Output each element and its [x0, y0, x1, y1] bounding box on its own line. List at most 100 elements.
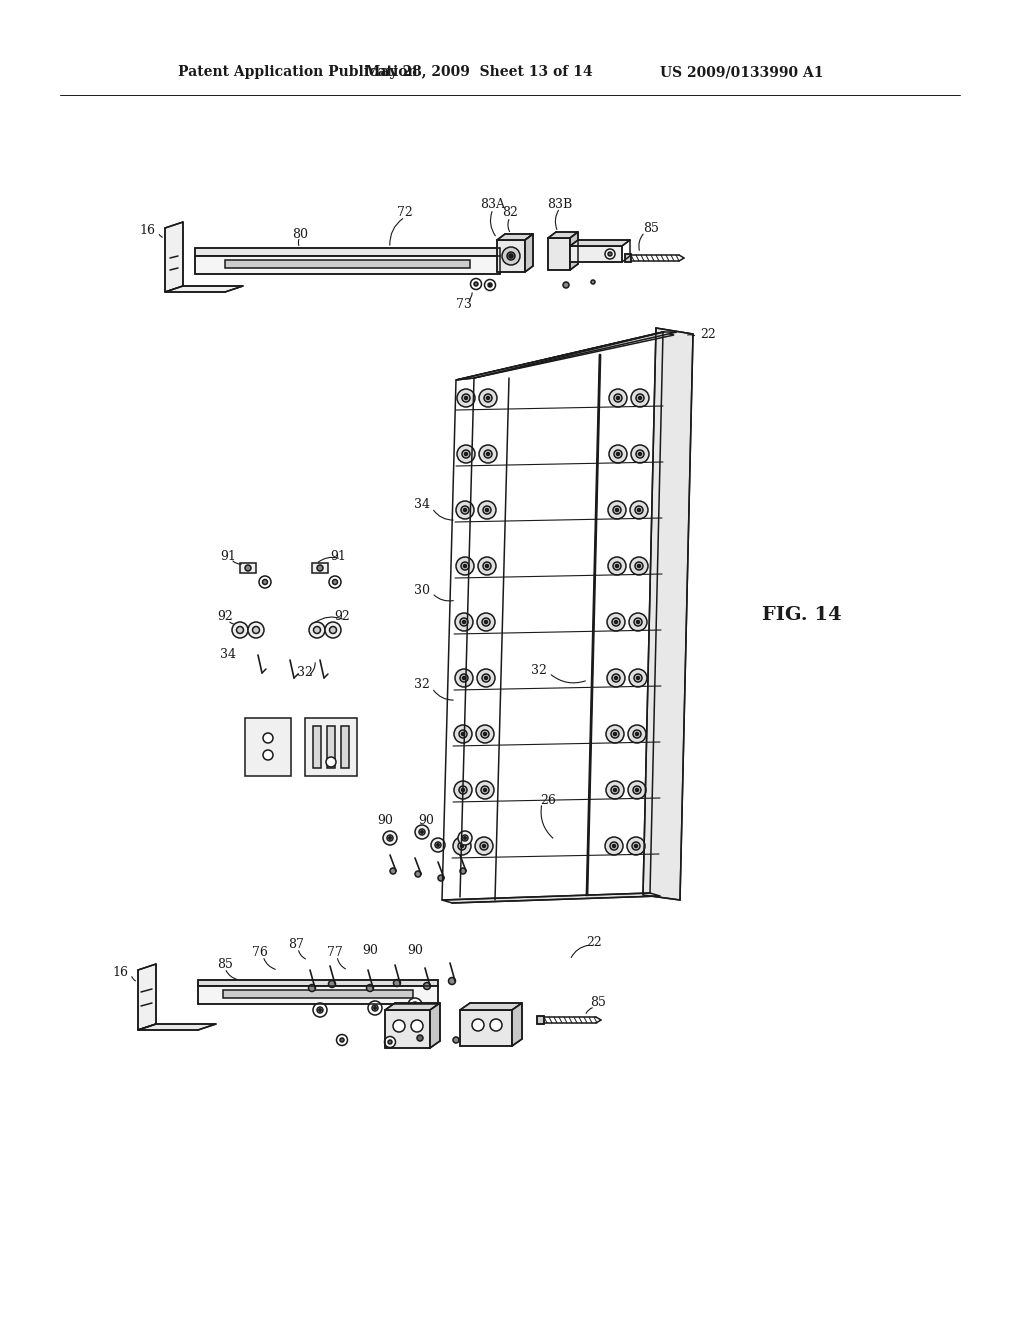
Text: 90: 90: [362, 944, 378, 957]
Circle shape: [484, 393, 492, 403]
Circle shape: [613, 733, 616, 735]
Polygon shape: [195, 256, 500, 275]
Circle shape: [462, 393, 470, 403]
Circle shape: [329, 576, 341, 587]
Polygon shape: [198, 979, 438, 986]
Polygon shape: [625, 253, 631, 261]
Text: May 28, 2009  Sheet 13 of 14: May 28, 2009 Sheet 13 of 14: [365, 65, 593, 79]
Circle shape: [424, 982, 430, 990]
Bar: [305, 718, 357, 776]
Circle shape: [638, 508, 640, 511]
Text: FIG. 14: FIG. 14: [762, 606, 842, 624]
Circle shape: [459, 785, 467, 795]
Polygon shape: [497, 234, 534, 240]
Circle shape: [367, 985, 374, 991]
Bar: [223, 990, 413, 998]
Circle shape: [507, 252, 515, 260]
Text: 32: 32: [297, 665, 313, 678]
Polygon shape: [195, 248, 500, 256]
Circle shape: [412, 1002, 418, 1008]
Circle shape: [616, 453, 620, 455]
Circle shape: [475, 837, 493, 855]
Circle shape: [415, 825, 429, 840]
Circle shape: [313, 627, 321, 634]
Circle shape: [635, 562, 643, 570]
Circle shape: [461, 562, 469, 570]
Circle shape: [248, 622, 264, 638]
Circle shape: [470, 279, 481, 289]
Circle shape: [421, 830, 423, 833]
Circle shape: [486, 396, 489, 400]
Circle shape: [464, 837, 466, 840]
Circle shape: [453, 1038, 459, 1043]
Circle shape: [628, 725, 646, 743]
Circle shape: [455, 669, 473, 686]
Circle shape: [633, 785, 641, 795]
Text: 91: 91: [330, 549, 346, 562]
Circle shape: [483, 562, 490, 570]
Polygon shape: [165, 286, 243, 292]
Circle shape: [608, 252, 612, 256]
Circle shape: [636, 393, 644, 403]
Circle shape: [459, 730, 467, 738]
Circle shape: [614, 450, 622, 458]
Circle shape: [629, 612, 647, 631]
Circle shape: [463, 676, 466, 680]
Circle shape: [435, 842, 441, 847]
Circle shape: [490, 1019, 502, 1031]
Circle shape: [389, 837, 391, 840]
Circle shape: [489, 284, 490, 286]
Circle shape: [476, 725, 494, 743]
Circle shape: [483, 733, 486, 735]
Polygon shape: [385, 1003, 440, 1010]
Circle shape: [374, 1007, 376, 1010]
Bar: [312, 564, 328, 573]
Circle shape: [308, 985, 315, 991]
Circle shape: [616, 396, 620, 400]
Circle shape: [408, 998, 422, 1012]
Bar: [341, 726, 349, 768]
Circle shape: [606, 781, 624, 799]
Circle shape: [325, 622, 341, 638]
Circle shape: [614, 620, 617, 623]
Text: 76: 76: [252, 945, 268, 958]
Circle shape: [605, 249, 615, 259]
Circle shape: [476, 781, 494, 799]
Circle shape: [635, 506, 643, 513]
Circle shape: [609, 389, 627, 407]
Circle shape: [627, 837, 645, 855]
Circle shape: [411, 1020, 423, 1032]
Circle shape: [636, 733, 639, 735]
Circle shape: [636, 450, 644, 458]
Text: 16: 16: [112, 965, 128, 978]
Circle shape: [486, 453, 489, 455]
Circle shape: [414, 1003, 416, 1006]
Text: 83B: 83B: [548, 198, 572, 210]
Circle shape: [263, 750, 273, 760]
Circle shape: [318, 1008, 322, 1011]
Circle shape: [613, 562, 621, 570]
Text: 91: 91: [220, 549, 236, 562]
Polygon shape: [198, 986, 438, 1005]
Text: 32: 32: [531, 664, 547, 676]
Circle shape: [460, 675, 468, 682]
Circle shape: [259, 576, 271, 587]
Circle shape: [613, 506, 621, 513]
Circle shape: [483, 506, 490, 513]
Polygon shape: [430, 1003, 440, 1048]
Circle shape: [262, 579, 267, 585]
Circle shape: [509, 253, 513, 257]
Circle shape: [393, 979, 400, 986]
Text: 92: 92: [334, 610, 350, 623]
Text: 30: 30: [414, 583, 430, 597]
Circle shape: [463, 620, 466, 623]
Text: 82: 82: [502, 206, 518, 219]
Polygon shape: [497, 240, 525, 272]
Circle shape: [462, 450, 470, 458]
Circle shape: [482, 618, 490, 626]
Circle shape: [502, 247, 520, 265]
Circle shape: [472, 1019, 484, 1031]
Polygon shape: [548, 238, 570, 271]
Circle shape: [636, 788, 639, 792]
Circle shape: [484, 280, 496, 290]
